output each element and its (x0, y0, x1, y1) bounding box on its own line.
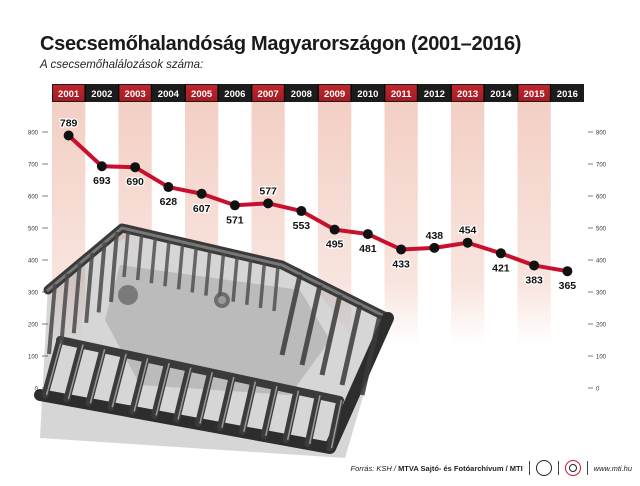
crib-illustration (34, 223, 394, 458)
data-label: 789 (60, 118, 78, 130)
y-tick-label: 700 (596, 163, 607, 169)
y-tick-label: 200 (596, 323, 607, 329)
data-label: 433 (392, 258, 410, 270)
x-tick-label: 2013 (457, 89, 478, 100)
data-point (495, 248, 506, 259)
x-tick-label: 2006 (224, 89, 245, 100)
series-line (66, 133, 570, 274)
x-tick-label: 2005 (191, 89, 213, 100)
data-point (562, 266, 573, 277)
data-label: 495 (326, 239, 344, 251)
data-label: 365 (559, 280, 577, 292)
source-prefix: Forrás: KSH / (350, 463, 396, 473)
y-tick-label: 500 (28, 227, 39, 233)
x-tick-label: 2016 (557, 89, 578, 100)
x-tick-label: 2015 (524, 89, 546, 100)
data-point (196, 188, 207, 199)
data-point (63, 130, 74, 141)
column-band (451, 102, 485, 345)
x-tick-label: 2004 (158, 89, 180, 100)
data-point (396, 244, 407, 255)
data-label: 383 (525, 274, 543, 286)
x-tick-label: 2011 (391, 89, 412, 100)
year-header-cell (385, 85, 417, 101)
y-tick-label: 600 (28, 195, 39, 201)
year-header-cell (319, 85, 351, 101)
data-point (96, 161, 107, 172)
year-header-cell (119, 85, 151, 101)
x-tick-label: 2012 (424, 89, 445, 100)
data-label: 438 (426, 230, 444, 242)
y-tick-label: 100 (596, 355, 607, 361)
year-header-cell (452, 85, 484, 101)
data-label: 571 (226, 214, 244, 226)
y-tick-label: 700 (28, 163, 39, 169)
data-label: 577 (259, 185, 277, 197)
y-tick-label: 800 (596, 131, 607, 137)
data-point (362, 229, 373, 240)
source-main: MTVA Sajtó- és Fotóarchívum / MTI (398, 463, 523, 473)
data-label: 693 (93, 175, 111, 187)
data-label: 481 (359, 243, 377, 255)
chart-title: Csecsemőhalandóság Magyarországon (2001–… (40, 33, 522, 55)
y-tick-label: 300 (596, 291, 607, 297)
year-header-cell (53, 85, 85, 101)
footer-divider (586, 461, 588, 475)
data-point (462, 237, 473, 248)
data-label: 553 (293, 220, 311, 232)
y-tick-label: 200 (28, 323, 39, 329)
data-point (329, 224, 340, 235)
x-tick-label: 2009 (324, 89, 345, 100)
mti-logo-icon (564, 460, 581, 476)
mtva-logo-icon (535, 460, 552, 476)
y-tick-label: 0 (35, 387, 39, 393)
y-tick-label: 400 (596, 259, 607, 265)
source-url: www.mti.hu (593, 463, 632, 473)
y-tick-label: 500 (596, 227, 607, 233)
y-tick-label: 300 (28, 291, 39, 297)
data-point (529, 260, 540, 271)
x-tick-label: 2007 (258, 89, 279, 100)
column-band (52, 102, 86, 345)
data-label: 421 (492, 262, 510, 274)
x-tick-label: 2014 (490, 89, 512, 100)
x-tick-label: 2001 (58, 89, 80, 100)
data-point (163, 182, 174, 193)
data-label: 607 (193, 203, 211, 215)
x-tick-label: 2002 (91, 89, 112, 100)
data-point (296, 206, 307, 217)
source-text: Forrás: KSH / MTVA Sajtó- és Fotóarchívu… (351, 464, 523, 473)
data-point (429, 242, 440, 253)
data-label: 690 (126, 176, 144, 188)
data-label: 454 (459, 225, 477, 237)
x-tick-label: 2003 (125, 89, 146, 100)
y-tick-label: 0 (596, 387, 600, 393)
y-tick-label: 600 (596, 195, 607, 201)
y-tick-label: 800 (28, 131, 39, 137)
data-point (229, 200, 240, 211)
data-label: 628 (160, 196, 178, 208)
y-tick-label: 400 (28, 259, 39, 265)
year-header-cell (186, 85, 218, 101)
x-tick-label: 2008 (291, 89, 312, 100)
column-band (517, 102, 551, 345)
data-point (263, 198, 274, 209)
y-tick-label: 100 (28, 355, 39, 361)
footer: Forrás: KSH / MTVA Sajtó- és Fotóarchívu… (351, 460, 632, 476)
footer-divider (557, 461, 559, 475)
column-band (384, 102, 418, 345)
x-tick-label: 2010 (357, 89, 378, 100)
chart-subtitle: A csecsemőhalálozások száma: (40, 59, 204, 71)
footer-divider (528, 461, 530, 475)
year-header-cell (252, 85, 284, 101)
data-point (130, 162, 141, 173)
year-header-cell (518, 85, 550, 101)
